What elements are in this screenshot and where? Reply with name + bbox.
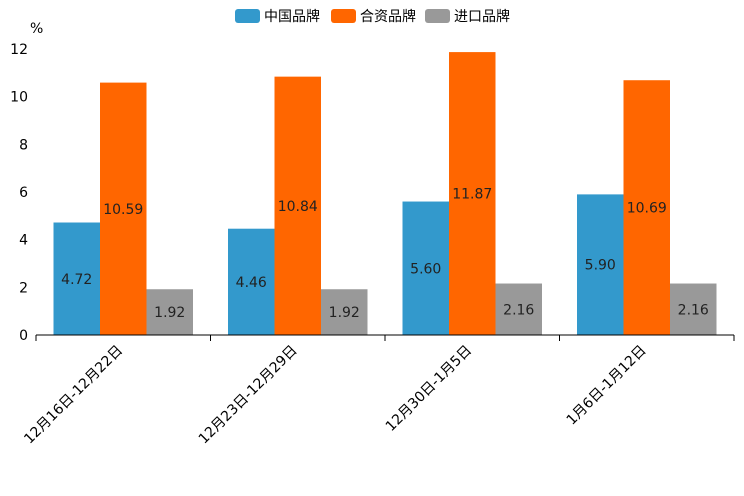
- y-axis-unit-label: %: [30, 21, 43, 37]
- legend-swatch-3: [425, 9, 450, 23]
- data-label-1-series-2: 10.59: [103, 202, 143, 218]
- bar-3-series-2: [449, 52, 496, 336]
- data-label-3-series-3: 2.16: [503, 302, 534, 318]
- bars: [53, 52, 717, 336]
- bar-2-series-2: [274, 76, 321, 335]
- y-tick-label-4: 4: [19, 233, 28, 249]
- x-tick-label-4: 1月6日-1月12日: [564, 343, 650, 429]
- legend-label-1: 中国品牌: [264, 8, 320, 25]
- data-labels: 4.72 10.59 1.92 4.46 10.84 1.92 5.60 11.87 2.16 5…: [61, 187, 709, 322]
- bar-1-series-1: [53, 222, 100, 335]
- x-tick-label-1: 12月16日-12月22日: [21, 343, 126, 448]
- bar-3-series-1: [402, 201, 449, 335]
- bar-1-series-3: [146, 289, 193, 335]
- x-tick-label-2: 12月23日-12月29日: [196, 343, 301, 448]
- data-label-1-series-1: 4.72: [61, 272, 92, 288]
- legend-swatch-1: [235, 9, 260, 23]
- y-axis-ticks: 0 2 4 6 8 10 12: [10, 42, 28, 344]
- y-tick-label-2: 2: [19, 280, 28, 296]
- legend-label-3: 进口品牌: [454, 8, 510, 25]
- y-tick-label-0: 0: [19, 328, 28, 344]
- bar-1-series-2: [100, 82, 147, 335]
- bar-4-series-2: [623, 80, 670, 335]
- y-tick-label-6: 6: [19, 185, 28, 201]
- data-label-1-series-3: 1.92: [154, 305, 185, 321]
- data-label-3-series-1: 5.60: [410, 261, 441, 277]
- data-label-4-series-1: 5.90: [585, 258, 616, 274]
- data-label-4-series-3: 2.16: [678, 302, 709, 318]
- legend-label-2: 合资品牌: [360, 8, 416, 25]
- data-label-2-series-1: 4.46: [236, 275, 267, 291]
- y-tick-label-8: 8: [19, 137, 28, 153]
- bar-4-series-3: [670, 283, 717, 335]
- legend-swatch-2: [331, 9, 356, 23]
- data-label-2-series-3: 1.92: [329, 305, 360, 321]
- data-label-3-series-2: 11.87: [452, 187, 492, 203]
- x-tick-label-3: 12月30日-1月5日: [383, 343, 475, 435]
- legend: 中国品牌 合资品牌 进口品牌: [235, 8, 510, 25]
- bar-2-series-3: [321, 289, 368, 335]
- y-tick-label-10: 10: [10, 90, 28, 106]
- bar-4-series-1: [577, 194, 624, 335]
- data-label-2-series-2: 10.84: [278, 199, 318, 215]
- bar-2-series-1: [228, 228, 275, 335]
- y-tick-label-12: 12: [10, 42, 28, 58]
- x-axis: 12月16日-12月22日 12月23日-12月29日 12月30日-1月5日 1月6…: [21, 334, 735, 448]
- data-label-4-series-2: 10.69: [627, 201, 667, 217]
- bar-3-series-3: [495, 283, 542, 335]
